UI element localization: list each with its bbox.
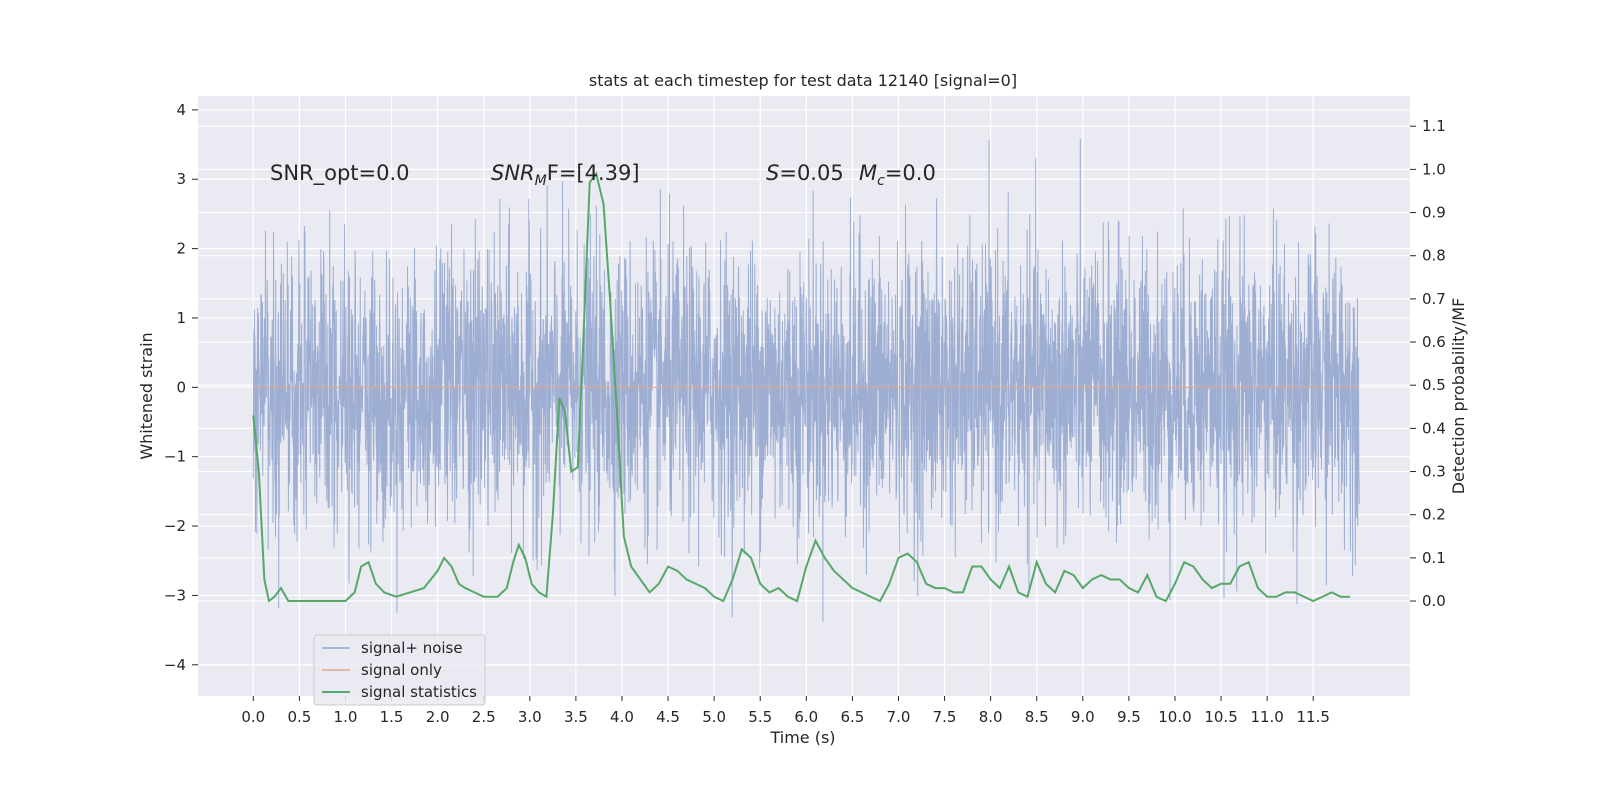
x-tick-label-12: 6.0: [794, 708, 818, 726]
y2-tick-label-1: 0.1: [1422, 549, 1446, 567]
y2-tick-label-4: 0.4: [1422, 419, 1446, 437]
x-tick-label-19: 9.5: [1117, 708, 1141, 726]
x-tick-label-3: 1.5: [380, 708, 404, 726]
series-layer: [252, 138, 1360, 622]
y-tick-label-3: −1: [164, 448, 186, 466]
annotation-s-label: S: [766, 161, 779, 185]
y-tick-label-5: 1: [176, 309, 186, 327]
annotation-s-value: =0.05: [779, 161, 843, 185]
annotation-snr-mf-main: SNR: [491, 161, 535, 185]
x-tick-label-9: 4.5: [656, 708, 680, 726]
legend-label-signal-only: signal only: [361, 661, 442, 679]
y2-tick-label-2: 0.2: [1422, 506, 1446, 524]
y2-tick-label-7: 0.7: [1422, 290, 1446, 308]
x-tick-label-6: 3.0: [518, 708, 542, 726]
x-tick-label-18: 9.0: [1071, 708, 1095, 726]
y2-tick-label-9: 0.9: [1422, 204, 1446, 222]
annotation-snr-mf-sub: M: [535, 173, 547, 189]
y2-axis-label: Detection probability/MF: [1449, 298, 1468, 495]
x-tick-label-0: 0.0: [241, 708, 265, 726]
x-tick-label-23: 11.5: [1297, 708, 1330, 726]
y2-tick-label-5: 0.5: [1422, 376, 1446, 394]
legend-box: [313, 634, 486, 706]
y-tick-label-4: 0: [176, 378, 186, 396]
y-tick-label-8: 4: [176, 101, 186, 119]
y-tick-label-2: −2: [164, 517, 186, 535]
x-tick-label-13: 6.5: [840, 708, 864, 726]
x-tick-label-21: 10.5: [1204, 708, 1237, 726]
x-tick-label-22: 11.0: [1250, 708, 1283, 726]
y-tick-label-7: 3: [176, 170, 186, 188]
y2-tick-label-11: 1.1: [1422, 117, 1446, 135]
x-tick-label-20: 10.0: [1158, 708, 1191, 726]
y2-tick-label-0: 0.0: [1422, 592, 1446, 610]
y2-tick-label-8: 0.8: [1422, 247, 1446, 265]
x-axis-ticks: 0.0 0.5 1.0 1.5 2.0 2.5 3.0 3.5 4.0 4.5 5.0 5.5 6.0 6…: [241, 696, 1330, 726]
annotation-mc-label: M: [859, 161, 877, 185]
x-tick-label-17: 8.5: [1025, 708, 1049, 726]
annotation-s: S=0.05: [766, 161, 844, 185]
y2-axis-ticks: 0.0 0.1 0.2 0.3 0.4 0.5 0.6 0.7 0.8 0.9 1.0 1.1: [1410, 117, 1446, 610]
annotation-mc-sub: c: [877, 173, 885, 189]
legend-label-signal-noise: signal+ noise: [361, 639, 463, 657]
x-axis-label: Time (s): [769, 728, 835, 747]
series-signal-noise: [252, 138, 1360, 622]
x-tick-label-11: 5.5: [748, 708, 772, 726]
y-axis-ticks: −4 −3 −2 −1 0 1 2 3 4: [164, 101, 198, 674]
chart-title: stats at each timestep for test data 121…: [589, 71, 1017, 90]
y-tick-label-0: −4: [164, 656, 186, 674]
y-tick-label-6: 2: [176, 240, 186, 258]
x-tick-label-1: 0.5: [287, 708, 311, 726]
y2-tick-label-6: 0.6: [1422, 333, 1446, 351]
legend: signal+ noise signal only signal statist…: [313, 634, 486, 706]
x-tick-label-5: 2.5: [472, 708, 496, 726]
y2-tick-label-3: 0.3: [1422, 463, 1446, 481]
x-tick-label-7: 3.5: [564, 708, 588, 726]
y-tick-label-1: −3: [164, 586, 186, 604]
annotation-snr-opt: SNR_opt=0.0: [270, 161, 410, 186]
legend-label-signal-statistics: signal statistics: [361, 683, 477, 701]
annotation-snr-mf-rest: F=[4.39]: [547, 161, 640, 185]
x-tick-label-15: 7.5: [933, 708, 957, 726]
y-axis-label: Whitened strain: [137, 332, 156, 459]
y2-tick-label-10: 1.0: [1422, 160, 1446, 178]
annotation-mc: Mc=0.0: [859, 161, 936, 189]
x-tick-label-2: 1.0: [334, 708, 358, 726]
x-tick-label-4: 2.0: [426, 708, 450, 726]
x-tick-label-8: 4.0: [610, 708, 634, 726]
x-tick-label-14: 7.0: [887, 708, 911, 726]
annotation-mc-value: =0.0: [885, 161, 936, 185]
x-tick-label-16: 8.0: [979, 708, 1003, 726]
annotation-snr-mf: SNRMF=[4.39]: [491, 161, 640, 189]
series-signal-statistics: [252, 171, 1351, 603]
x-tick-label-10: 5.0: [702, 708, 726, 726]
